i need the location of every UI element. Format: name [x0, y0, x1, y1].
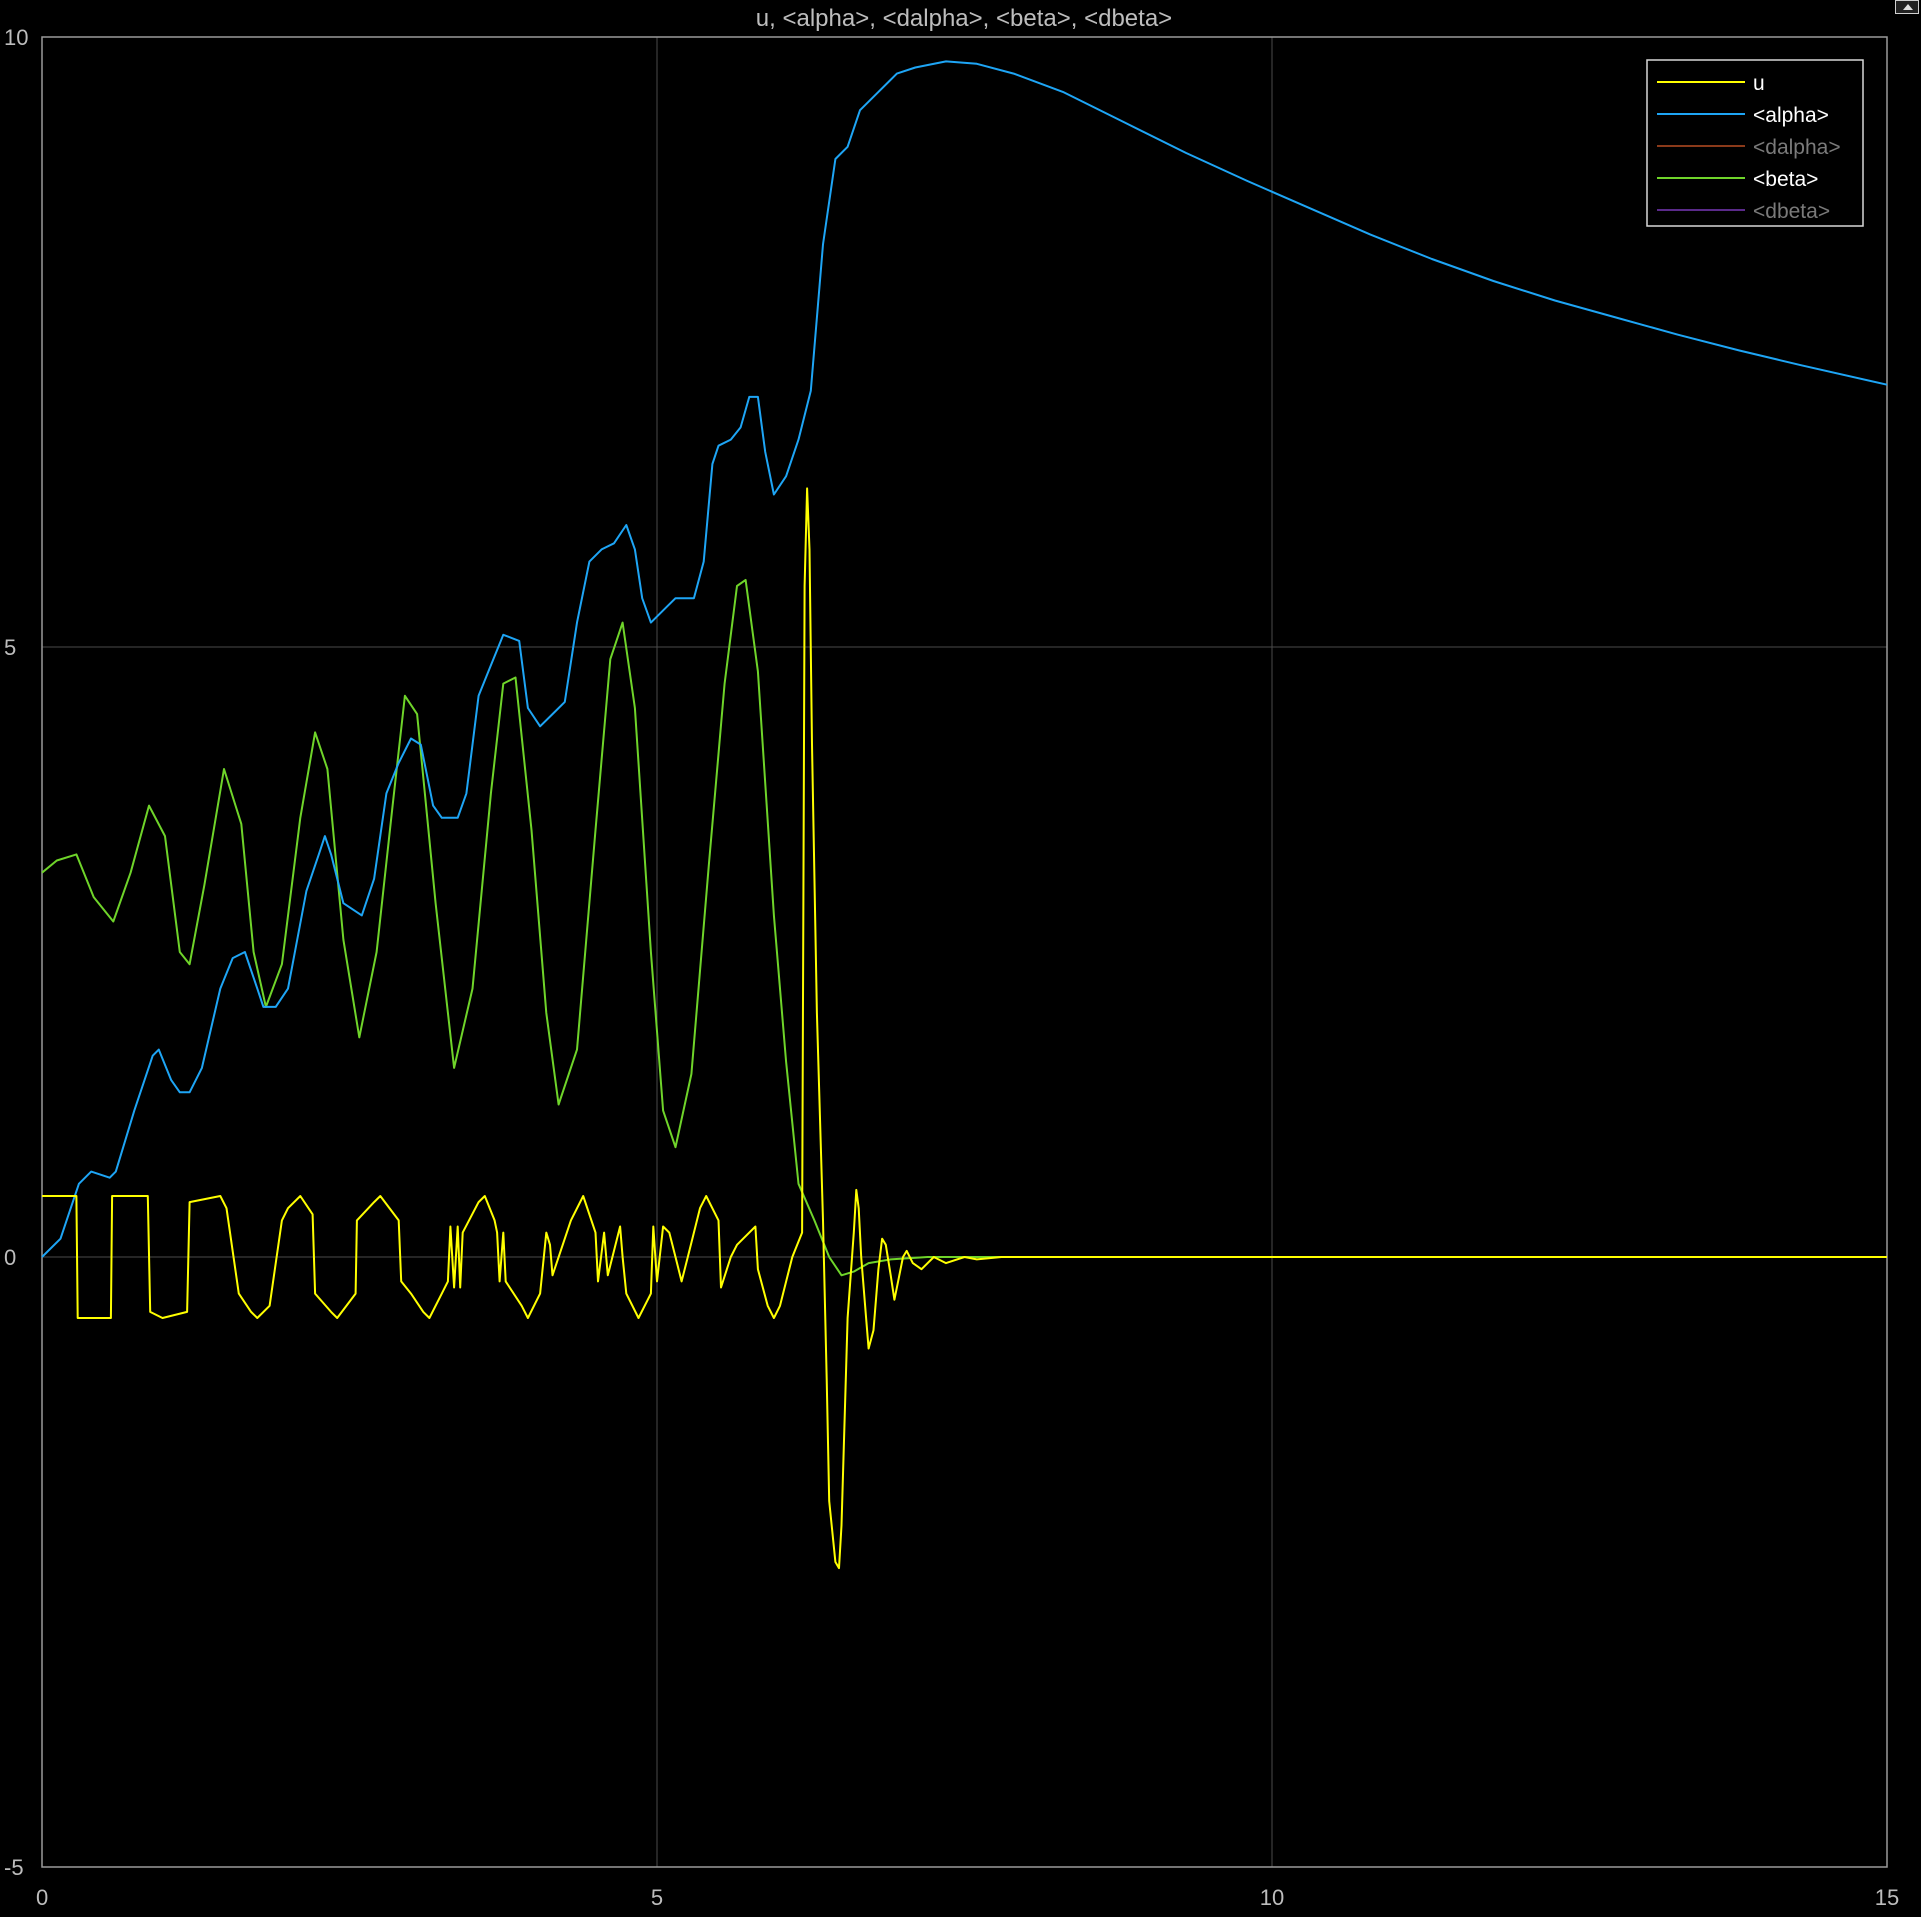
legend-entry-dalpha[interactable]: <dalpha> [1753, 136, 1841, 159]
series-line-beta [41, 578, 1887, 1277]
x-tick-label: 0 [36, 1885, 48, 1910]
tick-labels: 0 5 10 15 -5 0 5 10 [4, 25, 1899, 1910]
legend-entry-dbeta[interactable]: <dbeta> [1753, 200, 1830, 223]
x-tick-label: 5 [651, 1885, 663, 1910]
y-tick-label: 10 [4, 25, 28, 50]
y-tick-label: 0 [4, 1245, 16, 1270]
legend-entry-beta[interactable]: <beta> [1753, 168, 1818, 191]
y-tick-label: -5 [4, 1855, 24, 1880]
data-lines [41, 60, 1888, 1570]
y-tick-label: 5 [4, 635, 16, 660]
series-line-alpha [41, 60, 1888, 1258]
legend-box [1646, 59, 1864, 227]
axes-box [41, 36, 1888, 1868]
x-tick-label: 10 [1260, 1885, 1284, 1910]
legend[interactable]: u <alpha> <dalpha> <beta> <dbeta> [1646, 59, 1864, 227]
legend-entry-alpha[interactable]: <alpha> [1753, 104, 1829, 127]
legend-entry-u[interactable]: u [1753, 72, 1765, 95]
x-tick-label: 15 [1875, 1885, 1899, 1910]
undock-icon[interactable] [1895, 0, 1919, 14]
series-line-u [42, 487, 1887, 1570]
plot-title: u, <alpha>, <dalpha>, <beta>, <dbeta> [756, 5, 1172, 32]
